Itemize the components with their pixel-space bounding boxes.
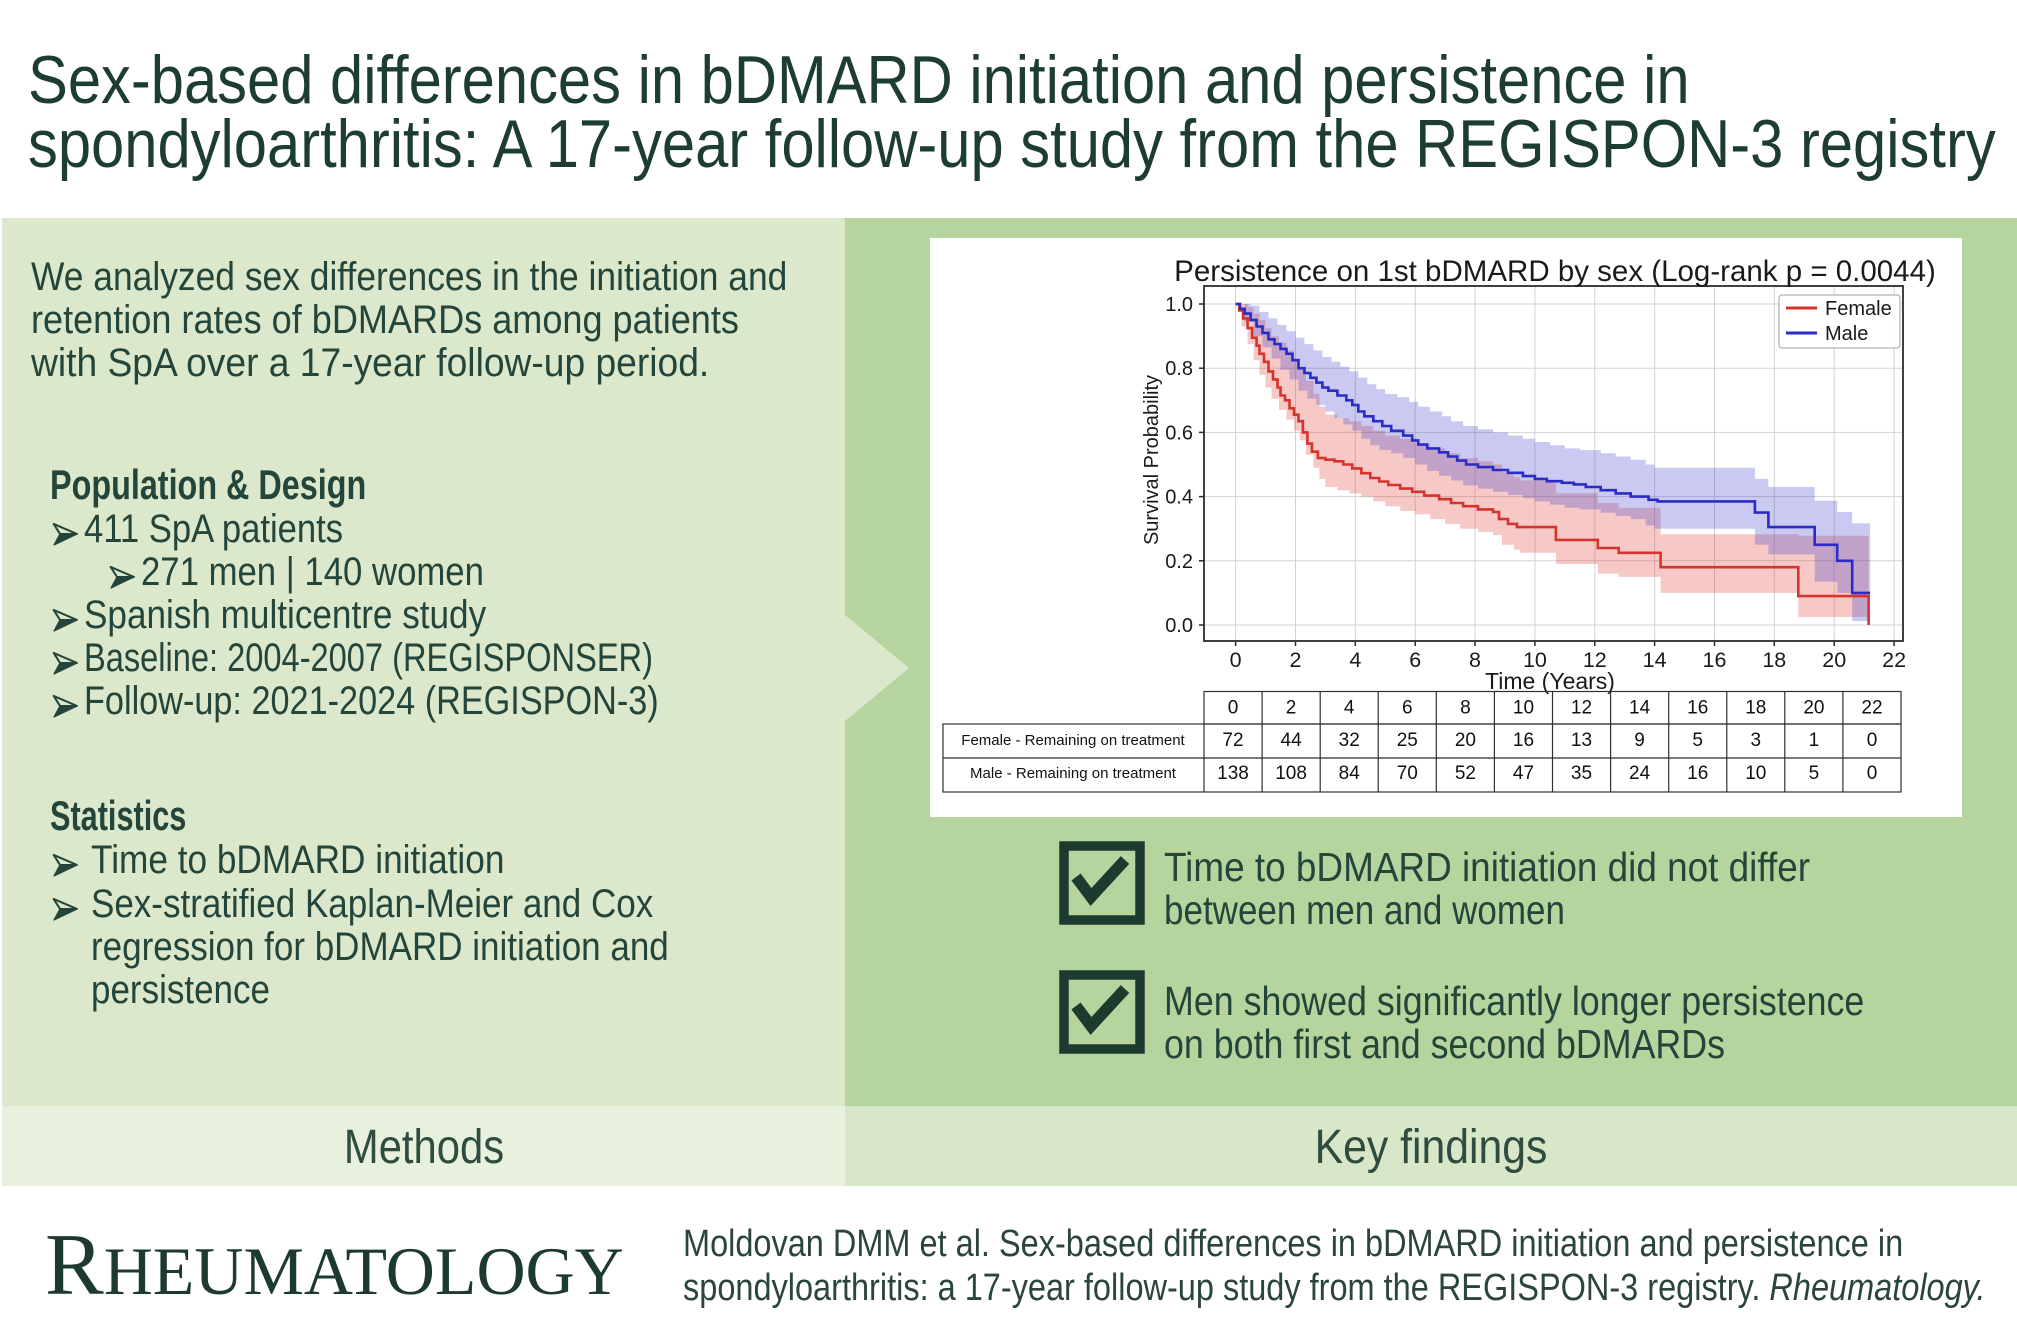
svg-text:14: 14 xyxy=(1643,648,1667,672)
svg-text:10: 10 xyxy=(1523,648,1547,672)
svg-text:2: 2 xyxy=(1286,698,1297,719)
svg-text:35: 35 xyxy=(1571,763,1592,784)
svg-text:12: 12 xyxy=(1583,648,1607,672)
svg-text:Female: Female xyxy=(1825,298,1892,320)
svg-text:10: 10 xyxy=(1513,698,1534,719)
svg-text:84: 84 xyxy=(1339,763,1361,784)
svg-text:16: 16 xyxy=(1513,730,1534,751)
svg-text:0: 0 xyxy=(1867,730,1878,751)
svg-text:0.8: 0.8 xyxy=(1165,358,1193,380)
svg-text:0.2: 0.2 xyxy=(1165,551,1193,573)
svg-text:108: 108 xyxy=(1275,763,1307,784)
svg-text:18: 18 xyxy=(1762,648,1786,672)
svg-text:18: 18 xyxy=(1745,698,1766,719)
svg-text:20: 20 xyxy=(1822,648,1846,672)
svg-text:8: 8 xyxy=(1460,698,1471,719)
svg-text:16: 16 xyxy=(1687,763,1708,784)
svg-text:12: 12 xyxy=(1571,698,1592,719)
svg-text:2: 2 xyxy=(1290,648,1302,672)
svg-text:1.0: 1.0 xyxy=(1165,294,1193,316)
svg-text:0.0: 0.0 xyxy=(1165,615,1193,637)
svg-text:0.4: 0.4 xyxy=(1165,487,1193,509)
svg-text:20: 20 xyxy=(1803,698,1824,719)
svg-text:10: 10 xyxy=(1745,763,1766,784)
svg-text:0: 0 xyxy=(1230,648,1242,672)
svg-text:16: 16 xyxy=(1703,648,1727,672)
svg-text:Persistence on 1st bDMARD by s: Persistence on 1st bDMARD by sex (Log-ra… xyxy=(1174,255,1936,288)
svg-text:25: 25 xyxy=(1397,730,1418,751)
svg-text:52: 52 xyxy=(1455,763,1476,784)
svg-text:24: 24 xyxy=(1629,763,1651,784)
svg-text:5: 5 xyxy=(1692,730,1703,751)
svg-text:20: 20 xyxy=(1455,730,1476,751)
svg-text:Male - Remaining on treatment: Male - Remaining on treatment xyxy=(970,765,1177,782)
svg-text:22: 22 xyxy=(1861,698,1882,719)
svg-text:138: 138 xyxy=(1217,763,1249,784)
svg-text:Survival Probability: Survival Probability xyxy=(1141,375,1163,545)
svg-text:72: 72 xyxy=(1222,730,1243,751)
svg-text:6: 6 xyxy=(1402,698,1413,719)
svg-text:8: 8 xyxy=(1469,648,1481,672)
svg-text:32: 32 xyxy=(1339,730,1360,751)
svg-text:0: 0 xyxy=(1228,698,1239,719)
svg-text:4: 4 xyxy=(1349,648,1361,672)
svg-text:0: 0 xyxy=(1867,763,1878,784)
svg-text:14: 14 xyxy=(1629,698,1651,719)
svg-text:13: 13 xyxy=(1571,730,1592,751)
svg-text:4: 4 xyxy=(1344,698,1355,719)
svg-text:47: 47 xyxy=(1513,763,1534,784)
svg-text:22: 22 xyxy=(1882,648,1906,672)
svg-text:0.6: 0.6 xyxy=(1165,422,1193,444)
svg-text:Female - Remaining on treatmen: Female - Remaining on treatment xyxy=(961,732,1185,749)
svg-text:44: 44 xyxy=(1281,730,1303,751)
svg-text:70: 70 xyxy=(1397,763,1418,784)
svg-text:16: 16 xyxy=(1687,698,1708,719)
svg-text:6: 6 xyxy=(1409,648,1421,672)
svg-text:9: 9 xyxy=(1634,730,1645,751)
svg-text:1: 1 xyxy=(1809,730,1820,751)
svg-text:3: 3 xyxy=(1751,730,1762,751)
svg-text:Time (Years): Time (Years) xyxy=(1485,668,1615,694)
svg-text:5: 5 xyxy=(1809,763,1820,784)
svg-text:Male: Male xyxy=(1825,323,1868,345)
